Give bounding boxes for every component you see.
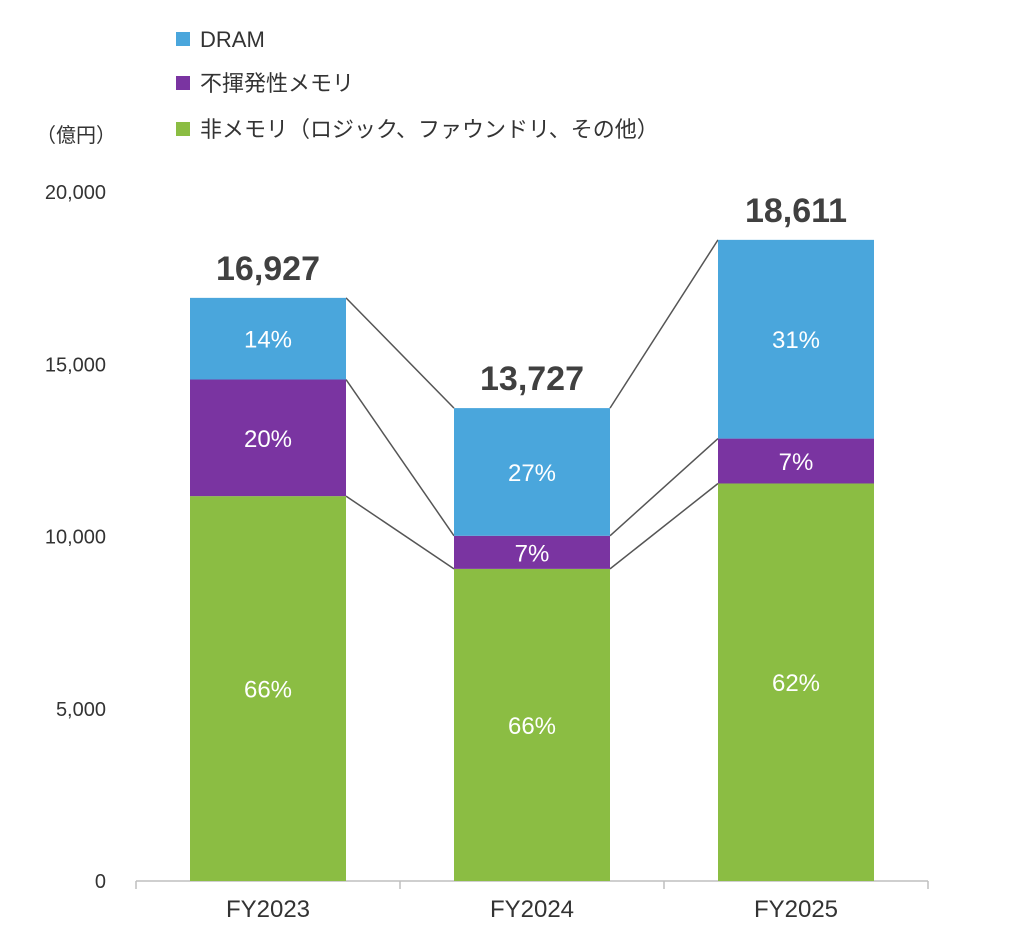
bar-total-label: 16,927 <box>216 250 320 288</box>
y-axis: 0 5,000 10,000 15,000 20,000 <box>45 182 106 893</box>
y-tick-label: 10,000 <box>45 527 106 549</box>
x-category-label: FY2024 <box>490 896 574 923</box>
connector-line <box>345 495 455 570</box>
segment-percent-label: 66% <box>508 713 556 740</box>
legend-swatch-nonmemory <box>176 122 190 136</box>
bar-segment <box>718 483 874 881</box>
connector-lines <box>345 239 719 570</box>
segment-percent-label: 62% <box>772 670 820 697</box>
legend-label-dram: DRAM <box>200 27 265 52</box>
connector-line <box>609 482 719 570</box>
connector-line <box>345 379 455 537</box>
segment-percent-label: 7% <box>515 540 550 567</box>
bar-segment <box>718 239 874 439</box>
legend-label-nonmemory: 非メモリ（ロジック、ファウンドリ、その他） <box>200 117 659 142</box>
bar-total-label: 13,727 <box>480 360 584 398</box>
bar-segment <box>190 496 346 881</box>
bar-total-label: 18,611 <box>745 192 847 230</box>
segment-percent-label: 27% <box>508 460 556 487</box>
bars <box>190 239 874 881</box>
y-tick-label: 15,000 <box>45 354 106 376</box>
x-axis: FY2023 FY2024 FY2025 <box>135 881 929 923</box>
connector-line <box>345 297 455 409</box>
segment-percent-label: 66% <box>244 677 292 704</box>
legend-swatch-dram <box>176 32 190 46</box>
segment-percent-label: 14% <box>244 327 292 354</box>
bar-segment <box>718 438 874 484</box>
y-axis-unit-label: （億円） <box>36 124 116 147</box>
segment-percent-label: 7% <box>779 449 814 476</box>
connector-line <box>609 239 719 409</box>
connector-line <box>609 438 719 537</box>
segment-percent-label: 31% <box>772 327 820 354</box>
legend-swatch-nonvolatile <box>176 76 190 90</box>
legend-label-nonvolatile: 不揮発性メモリ <box>200 71 354 96</box>
bar-segment <box>454 408 610 536</box>
bar-segment <box>190 297 346 380</box>
bar-segment <box>454 568 610 881</box>
y-tick-label: 0 <box>95 871 106 893</box>
x-category-label: FY2023 <box>226 896 310 923</box>
bar-segment <box>190 379 346 497</box>
segment-percent-label: 20% <box>244 426 292 453</box>
data-labels: 66% 20% 14% 16,927 66% 7% 27% 13,727 62% 7% 31% 18,… <box>216 192 847 740</box>
y-tick-label: 5,000 <box>56 699 106 721</box>
x-category-label: FY2025 <box>754 896 838 923</box>
y-tick-label: 20,000 <box>45 182 106 204</box>
bar-segment <box>454 535 610 569</box>
legend: DRAM 不揮発性メモリ 非メモリ（ロジック、ファウンドリ、その他） <box>176 27 659 142</box>
